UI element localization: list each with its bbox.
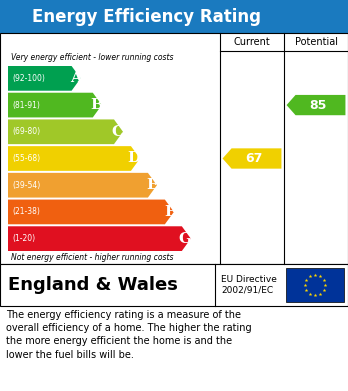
Polygon shape: [8, 173, 157, 197]
Text: E: E: [146, 178, 158, 192]
Text: G: G: [179, 231, 192, 246]
Text: Very energy efficient - lower running costs: Very energy efficient - lower running co…: [11, 53, 174, 62]
Text: Potential: Potential: [294, 37, 338, 47]
Text: Energy Efficiency Rating: Energy Efficiency Rating: [32, 7, 261, 25]
Polygon shape: [8, 199, 174, 224]
Text: 67: 67: [245, 152, 263, 165]
Text: A: A: [70, 71, 81, 85]
Text: F: F: [164, 205, 175, 219]
Bar: [286, 268, 344, 302]
Polygon shape: [286, 95, 346, 115]
Polygon shape: [8, 93, 102, 117]
Text: 85: 85: [309, 99, 327, 111]
Bar: [0, 264, 348, 306]
Text: (55-68): (55-68): [12, 154, 40, 163]
Bar: [0, 0, 348, 33]
Text: (69-80): (69-80): [12, 127, 40, 136]
Text: B: B: [90, 98, 103, 112]
Polygon shape: [8, 66, 81, 91]
Text: (1-20): (1-20): [12, 234, 35, 243]
Text: The energy efficiency rating is a measure of the
overall efficiency of a home. T: The energy efficiency rating is a measur…: [6, 310, 252, 360]
Text: (39-54): (39-54): [12, 181, 40, 190]
Polygon shape: [8, 226, 191, 251]
Text: Not energy efficient - higher running costs: Not energy efficient - higher running co…: [11, 253, 174, 262]
Polygon shape: [8, 146, 140, 171]
Text: (92-100): (92-100): [12, 74, 45, 83]
Text: (81-91): (81-91): [12, 100, 40, 109]
Text: Current: Current: [234, 37, 270, 47]
Polygon shape: [8, 119, 123, 144]
Text: EU Directive
2002/91/EC: EU Directive 2002/91/EC: [221, 275, 277, 295]
Text: C: C: [112, 125, 124, 139]
Polygon shape: [223, 148, 282, 169]
Text: England & Wales: England & Wales: [8, 276, 178, 294]
Text: D: D: [128, 151, 141, 165]
Text: (21-38): (21-38): [12, 208, 40, 217]
Bar: [0, 33, 348, 264]
